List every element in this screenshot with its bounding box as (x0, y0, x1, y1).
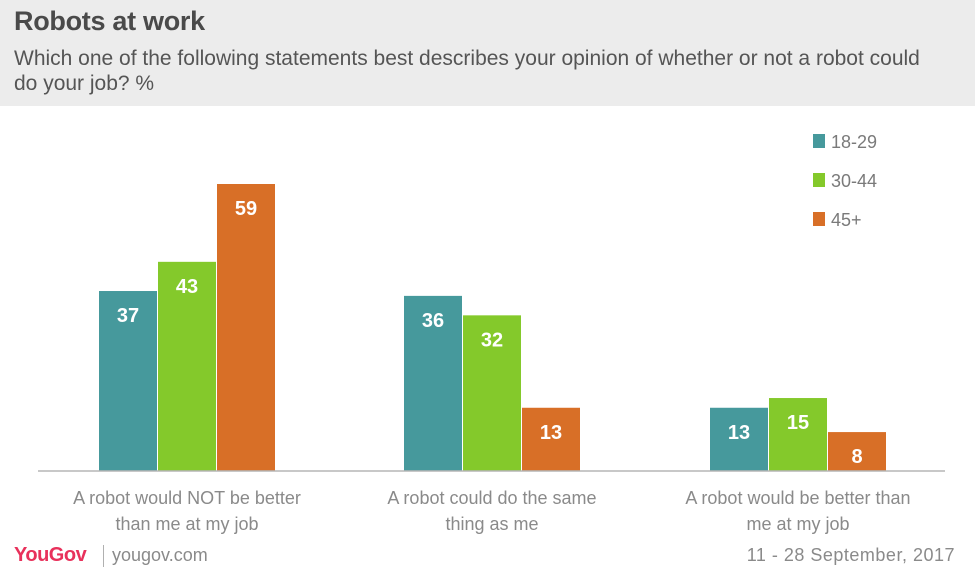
data-label: 32 (481, 329, 503, 351)
bar-18-29-cat2 (404, 295, 462, 471)
bar-30-44-cat3 (769, 398, 827, 471)
legend-label: 18-29 (831, 132, 877, 152)
bar-18-29-cat3 (710, 407, 768, 471)
bars-group (99, 184, 886, 471)
category-label: thing as me (445, 514, 538, 534)
bar-18-29-cat1 (99, 291, 157, 471)
data-label: 43 (176, 276, 198, 298)
legend-swatch (813, 134, 825, 148)
legend-swatch (813, 212, 825, 226)
category-label: A robot would NOT be better (73, 488, 301, 508)
data-label: 15 (787, 412, 809, 434)
data-labels-group: 37 43 59 36 32 13 13 15 8 (117, 198, 863, 468)
data-label: 59 (235, 198, 257, 220)
footer-divider (103, 545, 104, 567)
chart-title: Robots at work (14, 6, 205, 36)
legend-label: 45+ (831, 210, 862, 230)
data-label: 8 (851, 446, 862, 468)
data-label: 36 (422, 310, 444, 332)
footer-site: yougov.com (112, 545, 208, 565)
bar-45plus-cat2 (522, 407, 580, 471)
data-label: 13 (728, 422, 750, 444)
category-label: than me at my job (115, 514, 258, 534)
data-label: 37 (117, 305, 139, 327)
data-label: 13 (540, 422, 562, 444)
category-label: A robot would be better than (685, 488, 910, 508)
bar-30-44-cat2 (463, 315, 521, 471)
category-labels-group: A robot would NOT be better than me at my… (73, 488, 910, 534)
bar-30-44-cat1 (158, 261, 216, 471)
category-label: A robot could do the same (387, 488, 596, 508)
bar-chart: 37 43 59 36 32 13 13 15 8 A robot would NOT be b… (38, 132, 945, 534)
footer-date: 11 - 28 September, 2017 (746, 545, 955, 565)
category-label: me at my job (746, 514, 849, 534)
legend: 18-29 30-44 45+ (813, 132, 877, 230)
bar-45plus-cat3 (828, 432, 886, 471)
header: Robots at work Which one of the followin… (0, 0, 975, 106)
chart-subtitle: Which one of the following statements be… (14, 47, 920, 95)
legend-label: 30-44 (831, 171, 877, 191)
yougov-logo: YouGov (14, 544, 87, 566)
bar-45plus-cat1 (217, 184, 275, 471)
legend-swatch (813, 173, 825, 187)
